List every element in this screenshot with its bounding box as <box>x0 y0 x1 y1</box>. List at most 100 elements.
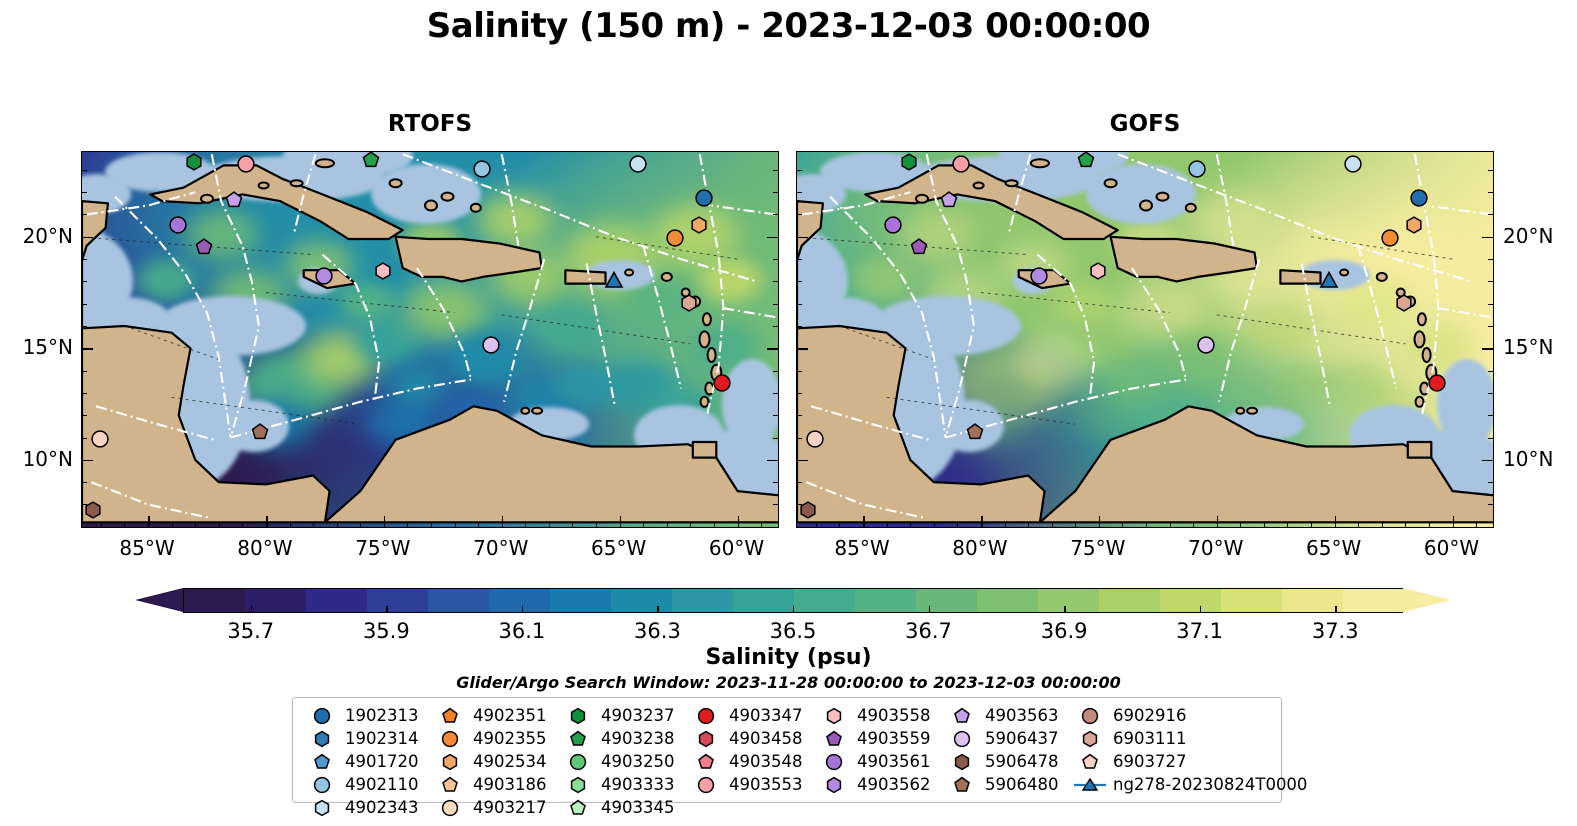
map-marker[interactable] <box>1077 150 1096 169</box>
legend-entry[interactable]: 4902110 <box>305 773 419 796</box>
map-marker[interactable] <box>952 155 971 174</box>
x-tick-minor <box>1004 522 1006 527</box>
map-marker[interactable] <box>666 229 685 248</box>
colorbar-segment <box>611 589 673 612</box>
map-marker[interactable] <box>689 215 708 234</box>
legend-entry[interactable]: 6903111 <box>1073 727 1187 750</box>
map-marker[interactable] <box>680 293 699 312</box>
map-marker[interactable] <box>1197 336 1216 355</box>
legend-entry[interactable]: 4903562 <box>817 773 931 796</box>
map-marker[interactable] <box>472 159 491 178</box>
legend-entry[interactable]: 4903458 <box>689 727 803 750</box>
legend-entry[interactable]: 5906480 <box>945 773 1059 796</box>
legend-entry[interactable]: 5906437 <box>945 727 1059 750</box>
legend-entry[interactable]: 4901720 <box>305 750 419 773</box>
map-marker[interactable] <box>940 191 959 210</box>
map-panel-gofs[interactable] <box>796 151 1494 528</box>
map-marker[interactable] <box>1428 374 1447 393</box>
map-panel-rtofs[interactable] <box>81 151 779 528</box>
legend-entry[interactable]: 4903250 <box>561 750 675 773</box>
legend-entry[interactable]: 4903345 <box>561 796 675 819</box>
coastlines-rtofs <box>82 153 778 524</box>
map-marker[interactable] <box>966 423 985 442</box>
map-marker[interactable] <box>900 153 919 172</box>
legend-entry[interactable]: 4902343 <box>305 796 419 819</box>
map-marker[interactable] <box>909 237 928 256</box>
map-marker[interactable] <box>1088 262 1107 281</box>
legend-label: 4903553 <box>729 775 803 794</box>
legend-entry[interactable]: 4903563 <box>945 704 1059 727</box>
legend-marker-hexagon-icon <box>945 753 979 771</box>
legend-entry[interactable]: 4903217 <box>433 796 547 819</box>
legend-entry[interactable]: 4903333 <box>561 773 675 796</box>
legend-entry[interactable]: 4903238 <box>561 727 675 750</box>
map-marker[interactable] <box>805 429 824 448</box>
shallow-shelf <box>934 400 1005 453</box>
map-marker[interactable] <box>1409 188 1428 207</box>
colorbar-tick <box>1199 606 1202 613</box>
y-tick-minor <box>797 192 802 194</box>
map-marker[interactable] <box>1187 159 1206 178</box>
legend-entry[interactable]: ng278-20230824T0000 <box>1073 773 1307 796</box>
map-marker[interactable] <box>362 150 381 169</box>
map-marker[interactable] <box>185 153 204 172</box>
legend-entry[interactable]: 4903559 <box>817 727 931 750</box>
legend-entry[interactable]: 6902916 <box>1073 704 1187 727</box>
legend-label: 4902355 <box>473 729 547 748</box>
legend-entry[interactable]: 5906478 <box>945 750 1059 773</box>
map-marker[interactable] <box>798 501 817 520</box>
map-marker[interactable] <box>237 155 256 174</box>
colorbar-tick-label: 36.3 <box>634 619 681 643</box>
y-tick <box>1482 348 1493 350</box>
map-marker[interactable] <box>168 215 187 234</box>
legend-entry[interactable]: 4903548 <box>689 750 803 773</box>
map-marker[interactable] <box>90 429 109 448</box>
y-tick-label: 20°N <box>22 223 73 248</box>
map-marker[interactable] <box>251 423 270 442</box>
map-marker[interactable] <box>694 188 713 207</box>
panel-title-gofs: GOFS <box>1109 111 1181 137</box>
legend-entry[interactable]: 1902313 <box>305 704 419 727</box>
map-marker[interactable] <box>225 191 244 210</box>
legend-entry[interactable]: 4903347 <box>689 704 803 727</box>
y-tick-label: 15°N <box>1503 335 1554 360</box>
legend-entry[interactable]: 4902351 <box>433 704 547 727</box>
y-tick-minor <box>773 415 778 417</box>
map-marker[interactable] <box>1404 215 1423 234</box>
map-marker[interactable] <box>194 237 213 256</box>
map-marker[interactable] <box>83 501 102 520</box>
map-marker[interactable] <box>628 155 647 174</box>
legend-entry[interactable]: 6903727 <box>1073 750 1187 773</box>
legend-label: 4903250 <box>601 752 675 771</box>
legend-entry[interactable]: 4902355 <box>433 727 547 750</box>
x-tick-minor <box>218 522 220 527</box>
colorbar-tick <box>793 606 795 613</box>
map-marker[interactable] <box>1029 266 1048 285</box>
legend-marker-circle-icon <box>433 730 467 748</box>
map-marker[interactable] <box>482 336 501 355</box>
y-tick-minor <box>82 326 87 327</box>
map-marker[interactable] <box>1381 229 1400 248</box>
map-marker[interactable] <box>604 271 624 290</box>
map-marker[interactable] <box>373 262 392 281</box>
legend-entry[interactable]: 4903553 <box>689 773 803 796</box>
salinity-eddy <box>547 359 622 412</box>
legend-entry[interactable]: 4903561 <box>817 750 931 773</box>
x-tick-label: 85°W <box>119 536 175 560</box>
x-tick-minor <box>336 522 338 527</box>
map-marker[interactable] <box>314 266 333 285</box>
legend-entry[interactable]: 4903558 <box>817 704 931 727</box>
map-marker[interactable] <box>1319 271 1339 290</box>
legend-entry[interactable]: 1902314 <box>305 727 419 750</box>
legend-entry[interactable]: 4903237 <box>561 704 675 727</box>
legend-entry[interactable]: 4903186 <box>433 773 547 796</box>
colorbar-extend-max-arrow <box>1403 588 1451 612</box>
map-marker[interactable] <box>1395 293 1414 312</box>
x-tick-minor <box>1028 522 1030 527</box>
x-tick-minor <box>525 522 527 527</box>
legend-entry[interactable]: 4902534 <box>433 750 547 773</box>
map-marker[interactable] <box>1343 155 1362 174</box>
map-marker[interactable] <box>713 374 732 393</box>
legend-label: 4903458 <box>729 729 803 748</box>
map-marker[interactable] <box>883 215 902 234</box>
